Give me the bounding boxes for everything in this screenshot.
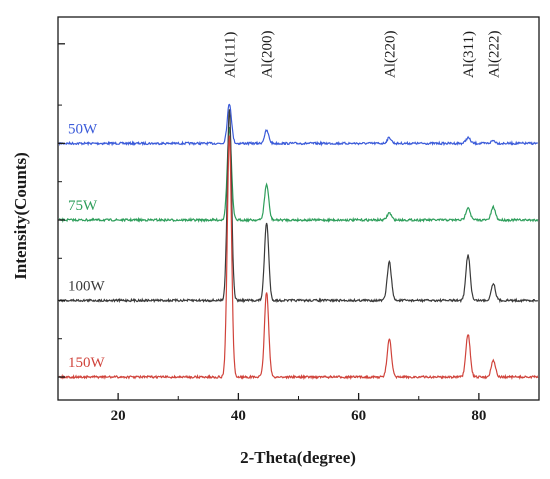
label-layer: 50W 75W 100W 150W Al(111) Al(200) Al(220) Al(31…: [68, 31, 502, 372]
x-tick-label: 20: [111, 408, 126, 424]
x-tick-label: 40: [231, 408, 246, 424]
series-label-50w: 50W: [68, 121, 98, 137]
series-label-100w: 100W: [68, 278, 106, 294]
series-label-75w: 75W: [68, 198, 98, 214]
peak-annotation: Al(200): [260, 31, 276, 79]
x-axis-title: 2-Theta(degree): [240, 448, 356, 467]
plot-layer: [59, 104, 538, 378]
peak-annotation: Al(311): [461, 31, 477, 78]
series-line-50w: [59, 105, 538, 145]
series-label-150w: 150W: [68, 355, 106, 371]
series-line-150w: [59, 136, 538, 379]
peak-annotation: Al(220): [382, 31, 398, 79]
x-tick-label: 60: [351, 408, 366, 424]
peak-annotation: Al(111): [222, 32, 238, 78]
peak-annotation: Al(222): [486, 31, 502, 79]
x-tick-label: 80: [471, 408, 486, 424]
y-axis-title: Intensity(Counts): [11, 152, 30, 280]
